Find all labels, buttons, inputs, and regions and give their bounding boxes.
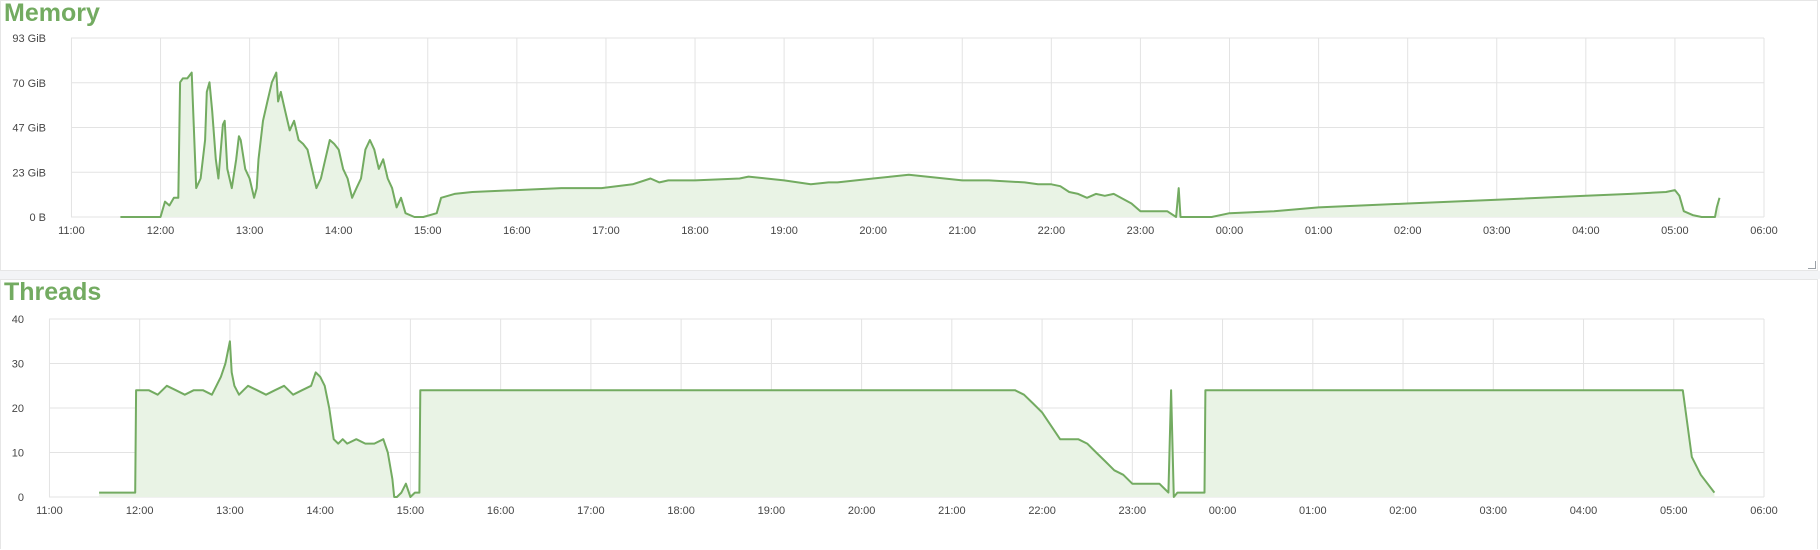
x-tick-label: 12:00: [147, 225, 175, 237]
x-tick-label: 22:00: [1038, 225, 1066, 237]
memory-panel: Memory 0 B 23 GiB 47 GiB 70 GiB 93 GiB 11:00 1…: [0, 0, 1818, 271]
x-tick-label: 02:00: [1389, 505, 1417, 517]
y-tick-label: 0 B: [29, 212, 46, 224]
x-tick-label: 20:00: [859, 225, 887, 237]
x-tick-label: 19:00: [758, 505, 786, 517]
y-tick-label: 30: [12, 359, 24, 371]
y-tick-label: 0: [18, 492, 24, 504]
x-tick-label: 21:00: [948, 225, 976, 237]
x-tick-label: 06:00: [1750, 225, 1778, 237]
x-tick-label: 03:00: [1483, 225, 1511, 237]
x-tick-label: 23:00: [1119, 505, 1147, 517]
series-area: [99, 341, 1715, 497]
x-tick-label: 05:00: [1661, 225, 1689, 237]
x-tick-label: 17:00: [592, 225, 620, 237]
threads-panel: Threads 0 10 20 30 40 11:00 12:00 13:00 14:00 15:…: [0, 278, 1818, 549]
x-tick-label: 12:00: [126, 505, 154, 517]
series-line[interactable]: [120, 71, 1721, 218]
x-tick-label: 02:00: [1394, 225, 1422, 237]
y-tick-label: 10: [12, 448, 24, 460]
x-tick-label: 01:00: [1299, 505, 1327, 517]
x-tick-label: 22:00: [1028, 505, 1056, 517]
x-tick-label: 20:00: [848, 505, 876, 517]
threads-chart: 0 10 20 30 40 11:00 12:00 13:00 14:00 15:00 16:00 1…: [12, 314, 1778, 517]
x-tick-label: 13:00: [216, 505, 244, 517]
x-tick-label: 14:00: [325, 225, 353, 237]
panel-title: Threads: [4, 278, 102, 306]
x-tick-label: 03:00: [1480, 505, 1508, 517]
x-tick-label: 18:00: [667, 505, 695, 517]
x-tick-label: 13:00: [236, 225, 264, 237]
x-tick-label: 06:00: [1750, 505, 1778, 517]
x-tick-label: 16:00: [487, 505, 515, 517]
x-tick-label: 15:00: [414, 225, 442, 237]
x-tick-label: 23:00: [1127, 225, 1155, 237]
panel-divider: [0, 271, 1820, 279]
x-tick-label: 11:00: [58, 225, 85, 237]
y-tick-label: 47 GiB: [12, 123, 46, 135]
x-tick-label: 16:00: [503, 225, 531, 237]
x-tick-label: 17:00: [577, 505, 605, 517]
panel-title: Memory: [4, 0, 100, 27]
x-tick-label: 00:00: [1216, 225, 1244, 237]
y-tick-label: 20: [12, 403, 24, 415]
x-tick-label: 00:00: [1209, 505, 1237, 517]
y-tick-label: 70 GiB: [12, 78, 46, 90]
x-tick-label: 05:00: [1660, 505, 1688, 517]
series-line[interactable]: [99, 340, 1716, 498]
x-tick-label: 11:00: [36, 505, 63, 517]
x-tick-label: 14:00: [306, 505, 334, 517]
series-area: [120, 72, 1720, 217]
y-tick-label: 40: [12, 314, 24, 326]
memory-chart: 0 B 23 GiB 47 GiB 70 GiB 93 GiB 11:00 12:00 13:…: [12, 33, 1778, 237]
x-tick-label: 19:00: [770, 225, 798, 237]
x-tick-label: 01:00: [1305, 225, 1333, 237]
x-tick-label: 21:00: [938, 505, 966, 517]
panel-resize-handle[interactable]: [1808, 261, 1816, 269]
x-tick-label: 18:00: [681, 225, 709, 237]
x-tick-label: 04:00: [1572, 225, 1600, 237]
x-tick-label: 15:00: [397, 505, 425, 517]
y-tick-label: 23 GiB: [12, 167, 46, 179]
y-tick-label: 93 GiB: [12, 33, 46, 45]
x-tick-label: 04:00: [1570, 505, 1598, 517]
